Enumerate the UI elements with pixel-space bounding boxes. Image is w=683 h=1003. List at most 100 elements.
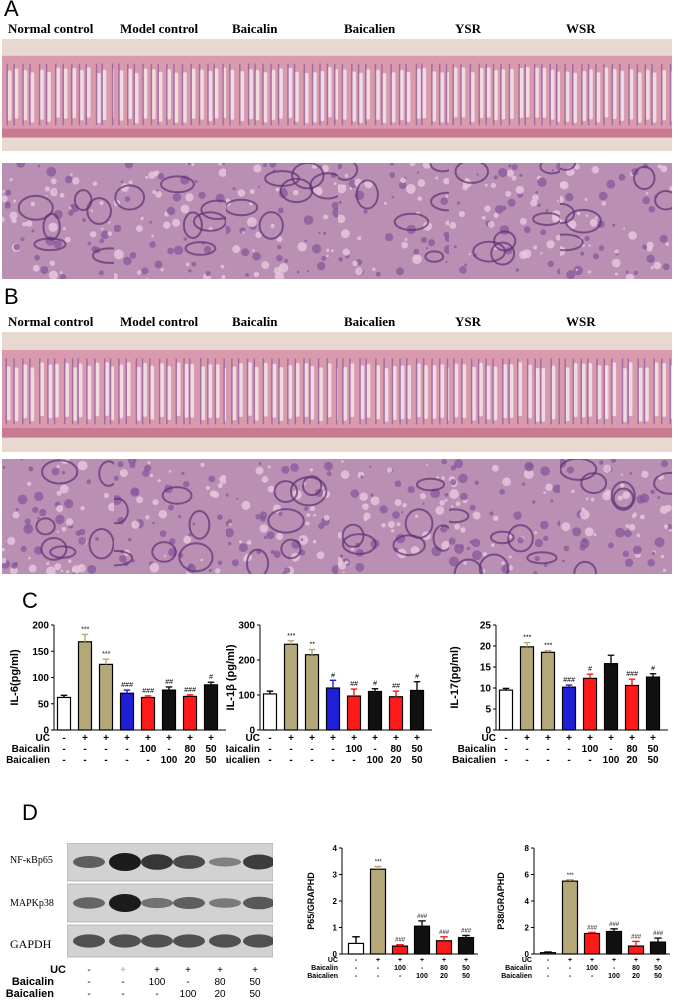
treatment-cell: 20 bbox=[184, 755, 196, 766]
treatment-cell: 100 bbox=[140, 744, 157, 755]
treatment-cell: 100 bbox=[416, 973, 428, 980]
y-tick-label: 100 bbox=[238, 691, 255, 702]
blot-treatment-cell: + bbox=[120, 965, 126, 976]
treatment-cell: - bbox=[504, 755, 507, 766]
histology-image bbox=[114, 332, 226, 452]
y-tick-label: 0 bbox=[249, 726, 255, 737]
treatment-cell: + bbox=[545, 733, 551, 744]
blot-band bbox=[243, 854, 273, 870]
treatment-cell: 80 bbox=[632, 965, 640, 972]
significance-label: # bbox=[651, 666, 655, 673]
histology-image bbox=[449, 459, 561, 574]
header-baicalin: Baicalin bbox=[232, 21, 278, 36]
treatment-cell: - bbox=[525, 755, 528, 766]
y-axis-label: IL-6(pg/ml) bbox=[9, 649, 21, 706]
bar bbox=[161, 689, 177, 731]
bar bbox=[457, 936, 475, 955]
treatment-cell: - bbox=[289, 744, 292, 755]
significance-label: *** bbox=[566, 873, 574, 879]
treatment-cell: + bbox=[568, 957, 572, 964]
y-tick-label: 1 bbox=[333, 923, 338, 932]
bar bbox=[605, 930, 623, 955]
treatment-cell: + bbox=[414, 733, 420, 744]
treatment-cell: - bbox=[377, 965, 380, 972]
bar bbox=[409, 689, 425, 731]
blot-treatment-cell: - bbox=[87, 977, 90, 988]
bar bbox=[388, 696, 404, 731]
blot-label-gapdh: GAPDH bbox=[10, 937, 52, 951]
bar bbox=[645, 676, 661, 731]
significance-label: # bbox=[209, 674, 213, 681]
histology-image bbox=[226, 332, 338, 452]
blot-treatment-cell: 100 bbox=[180, 989, 197, 1000]
treatment-cell: + bbox=[288, 733, 294, 744]
treatment-cell: - bbox=[613, 965, 616, 972]
histology-image bbox=[338, 39, 450, 151]
bar bbox=[283, 643, 299, 731]
histology-image bbox=[226, 39, 338, 151]
treatment-cell: + bbox=[145, 733, 151, 744]
significance-label: ### bbox=[609, 922, 620, 928]
treatment-cell: - bbox=[399, 973, 402, 980]
header-baicalien: Baicalien bbox=[344, 314, 396, 329]
panel-letter-c: C bbox=[22, 588, 38, 613]
treatment-cell: - bbox=[62, 755, 65, 766]
significance-label: ### bbox=[631, 934, 642, 940]
histology-image bbox=[338, 459, 450, 574]
treatment-cell: - bbox=[331, 744, 334, 755]
blot-treatment-row-label: Baicalien bbox=[6, 988, 55, 1000]
treatment-cell: + bbox=[442, 957, 446, 964]
blot-band bbox=[73, 934, 105, 948]
significance-label: ### bbox=[563, 677, 575, 684]
y-tick-label: 0 bbox=[525, 950, 530, 959]
blot-treatment-row-label: UC bbox=[50, 964, 66, 976]
bar bbox=[624, 684, 640, 731]
treatment-cell: + bbox=[351, 733, 357, 744]
treatment-cell: - bbox=[62, 733, 65, 744]
bar bbox=[583, 932, 601, 955]
treatment-cell: - bbox=[352, 755, 355, 766]
treatment-cell: 100 bbox=[603, 755, 620, 766]
treatment-cell: - bbox=[569, 965, 572, 972]
bar bbox=[582, 677, 598, 731]
significance-label: ### bbox=[184, 687, 196, 694]
y-tick-label: 4 bbox=[333, 844, 338, 853]
y-tick-label: 6 bbox=[525, 870, 530, 879]
blot-treatment-cell: - bbox=[155, 989, 158, 1000]
treatment-cell: + bbox=[103, 733, 109, 744]
blot-treatment-cell: + bbox=[252, 965, 258, 976]
blot-band bbox=[209, 857, 241, 867]
treatment-row-label: Baicalin bbox=[311, 965, 338, 972]
treatment-cell: + bbox=[393, 733, 399, 744]
significance-label: ### bbox=[395, 938, 406, 944]
significance-label: # bbox=[415, 674, 419, 681]
y-tick-label: 2 bbox=[333, 897, 338, 906]
treatment-cell: - bbox=[289, 755, 292, 766]
treatment-cell: - bbox=[268, 755, 271, 766]
treatment-cell: 50 bbox=[647, 755, 659, 766]
treatment-cell: - bbox=[421, 965, 424, 972]
y-tick-label: 3 bbox=[333, 870, 338, 879]
panel-letter-a: A bbox=[4, 0, 19, 21]
treatment-cell: - bbox=[567, 744, 570, 755]
treatment-cell: - bbox=[104, 755, 107, 766]
y-tick-label: 200 bbox=[32, 621, 49, 632]
treatment-row-label: Baicalin bbox=[458, 744, 496, 755]
blot-band bbox=[141, 934, 173, 948]
treatment-cell: + bbox=[608, 733, 614, 744]
header-normal-control: Normal control bbox=[8, 21, 94, 36]
bar bbox=[325, 687, 341, 731]
blot-treatment-row-label: Baicalin bbox=[12, 976, 54, 988]
bar bbox=[77, 641, 93, 731]
bar bbox=[56, 696, 72, 731]
significance-label: ## bbox=[392, 683, 400, 690]
blot-label-mapk-p38: MAPKp38 bbox=[10, 898, 54, 909]
treatment-cell: 100 bbox=[346, 744, 363, 755]
header-baicalien: Baicalien bbox=[344, 21, 396, 36]
header-baicalin: Baicalin bbox=[232, 314, 278, 329]
bar bbox=[203, 684, 219, 731]
treatment-row-label: Baicalin bbox=[12, 744, 50, 755]
y-tick-label: 15 bbox=[480, 663, 492, 674]
